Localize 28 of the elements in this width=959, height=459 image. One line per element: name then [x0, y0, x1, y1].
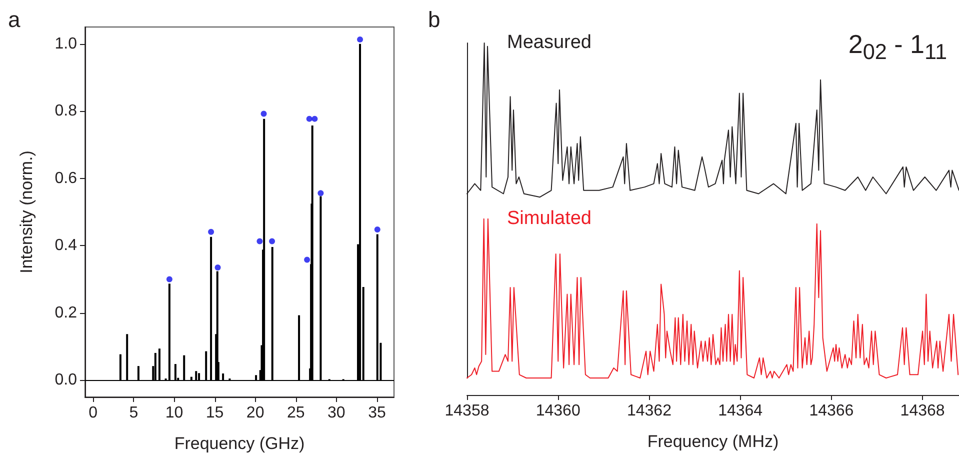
- x-tick-label: 14360: [536, 402, 580, 420]
- x-axis-title: Frequency (MHz): [647, 432, 779, 451]
- y-tick-label: 1.0: [54, 35, 78, 52]
- x-tick-label: 25: [286, 404, 305, 422]
- series-label: Measured: [507, 32, 592, 53]
- x-tick-label: 30: [328, 404, 346, 422]
- y-tick-label: 0.2: [54, 304, 78, 322]
- y-tick-label: 0.8: [54, 102, 78, 120]
- x-tick-label: 14362: [626, 402, 672, 420]
- y-tick-label: 0.0: [54, 372, 78, 389]
- x-tick-label: 14358: [444, 402, 490, 420]
- text: a: [8, 7, 20, 32]
- x-tick-label: 5: [129, 404, 138, 422]
- x-tick-label: 20: [246, 404, 264, 422]
- x-tick-label: 14364: [718, 402, 763, 420]
- x-tick-label: 35: [368, 404, 386, 422]
- series-label: Simulated: [507, 208, 592, 229]
- y-tick-label: 0.4: [54, 237, 78, 254]
- x-tick-label: 10: [165, 404, 184, 422]
- x-axis-title: Frequency (GHz): [174, 434, 305, 453]
- text: b: [428, 7, 440, 32]
- x-tick-label: 0: [88, 404, 98, 422]
- annotation: 2$_{02}$ - 1$_{11}$: [848, 29, 947, 64]
- x-tick-label: 14366: [809, 402, 854, 420]
- y-axis-title: Intensity (norm.): [17, 150, 36, 274]
- y-tick-label: 0.6: [54, 170, 78, 187]
- x-tick-label: 14368: [900, 402, 945, 420]
- x-tick-label: 15: [206, 404, 224, 422]
